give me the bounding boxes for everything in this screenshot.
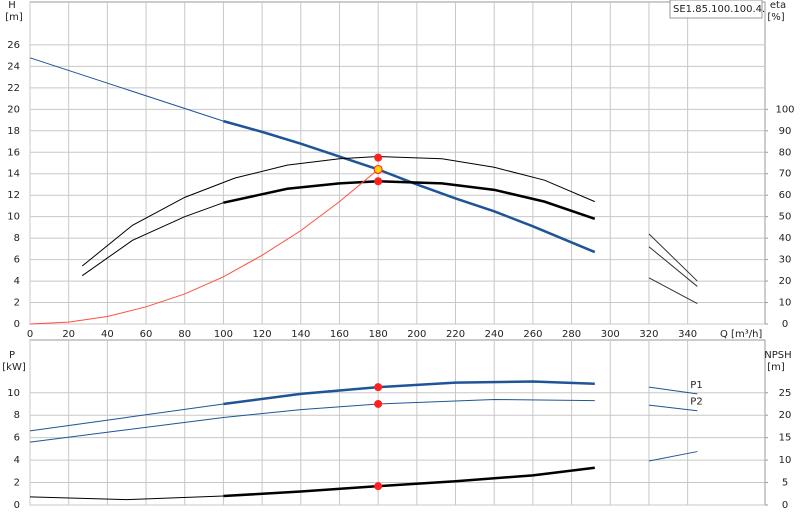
curve	[29, 403, 224, 432]
y-tick-label: 4	[14, 276, 20, 287]
title-box	[669, 0, 763, 19]
y2-tick-label: 40	[779, 233, 792, 244]
y2-axis-unit: [%]	[767, 12, 784, 23]
x-tick-label: 40	[101, 329, 114, 340]
y2-tick-label: 10	[779, 298, 792, 309]
y-tick-label: 0	[14, 500, 20, 511]
curve	[648, 404, 698, 412]
y-axis-unit: [m]	[5, 12, 23, 23]
x-tick-label: 240	[485, 329, 504, 340]
x-tick-label: 140	[291, 329, 310, 340]
y-tick-label: 16	[7, 147, 20, 158]
curve	[223, 466, 595, 498]
curve	[81, 156, 595, 267]
point-marker	[374, 177, 383, 186]
point-marker	[374, 153, 383, 162]
x-axis-label: Q [m³/h]	[720, 329, 762, 340]
y2-tick-label: 5	[782, 478, 788, 489]
curve-label: P1	[690, 380, 702, 391]
y-tick-label: 6	[14, 433, 20, 444]
curve	[223, 119, 596, 254]
curve	[648, 233, 698, 282]
y2-axis-label: NPSH	[764, 350, 791, 361]
y-tick-label: 22	[7, 83, 20, 94]
curve	[81, 202, 224, 277]
y-tick-label: 24	[7, 61, 20, 72]
curve	[29, 57, 224, 122]
y-tick-label: 0	[14, 319, 20, 330]
curve	[29, 495, 224, 501]
y-tick-label: 8	[14, 410, 20, 421]
point-marker	[373, 164, 383, 174]
y-tick-label: 2	[14, 478, 20, 489]
y2-tick-label: 20	[779, 410, 792, 421]
y-tick-label: 12	[7, 190, 20, 201]
y2-tick-label: 10	[779, 455, 792, 466]
y2-tick-label: 0	[782, 500, 788, 511]
y2-tick-label: 100	[775, 104, 794, 115]
x-tick-label: 0	[27, 329, 33, 340]
y-axis-label: P	[9, 350, 15, 361]
y2-tick-label: 80	[779, 147, 792, 158]
curve	[223, 380, 595, 406]
chart-title: SE1.85.100.100.4.	[673, 4, 765, 15]
curve	[29, 169, 379, 325]
y2-tick-label: 70	[779, 169, 792, 180]
point-marker	[374, 399, 383, 408]
plot-area	[29, 1, 766, 325]
y-tick-label: 6	[14, 255, 20, 266]
y2-tick-label: 0	[782, 319, 788, 330]
y2-tick-label: 30	[779, 255, 792, 266]
x-tick-label: 300	[601, 329, 620, 340]
curve	[648, 277, 698, 305]
y2-tick-label: 90	[779, 126, 792, 137]
x-tick-label: 260	[523, 329, 542, 340]
y2-tick-label: 20	[779, 276, 792, 287]
y-tick-label: 10	[7, 388, 20, 399]
x-tick-label: 200	[407, 329, 426, 340]
x-tick-label: 80	[178, 329, 191, 340]
curve	[29, 398, 595, 443]
x-tick-label: 100	[214, 329, 233, 340]
y2-axis-label: eta	[770, 0, 786, 11]
x-tick-label: 320	[639, 329, 658, 340]
y-tick-label: 2	[14, 298, 20, 309]
curve	[223, 179, 596, 220]
curve	[648, 246, 698, 287]
y-tick-label: 18	[7, 126, 20, 137]
x-tick-label: 180	[369, 329, 388, 340]
y-tick-label: 26	[7, 40, 20, 51]
y-tick-label: 8	[14, 233, 20, 244]
y-tick-label: 14	[7, 169, 20, 180]
y-axis-label: H	[8, 0, 16, 11]
y-tick-label: 10	[7, 212, 20, 223]
y2-tick-label: 60	[779, 190, 792, 201]
x-tick-label: 340	[678, 329, 697, 340]
y2-axis-unit: [m]	[767, 362, 785, 373]
point-marker	[374, 383, 383, 392]
curve	[648, 386, 698, 395]
point-marker	[374, 482, 383, 491]
y-tick-label: 20	[7, 104, 20, 115]
x-tick-label: 160	[330, 329, 349, 340]
y-axis-unit: [kW]	[2, 362, 26, 373]
x-tick-label: 280	[562, 329, 581, 340]
y2-tick-label: 50	[779, 212, 792, 223]
y2-tick-label: 15	[779, 433, 792, 444]
y2-tick-label: 25	[779, 388, 792, 399]
y-tick-label: 4	[14, 455, 20, 466]
x-tick-label: 220	[446, 329, 465, 340]
curve	[648, 451, 698, 462]
x-tick-label: 60	[140, 329, 153, 340]
curve-label: P2	[690, 397, 702, 408]
x-tick-label: 20	[62, 329, 75, 340]
plot-area	[29, 339, 766, 506]
x-tick-label: 120	[253, 329, 272, 340]
